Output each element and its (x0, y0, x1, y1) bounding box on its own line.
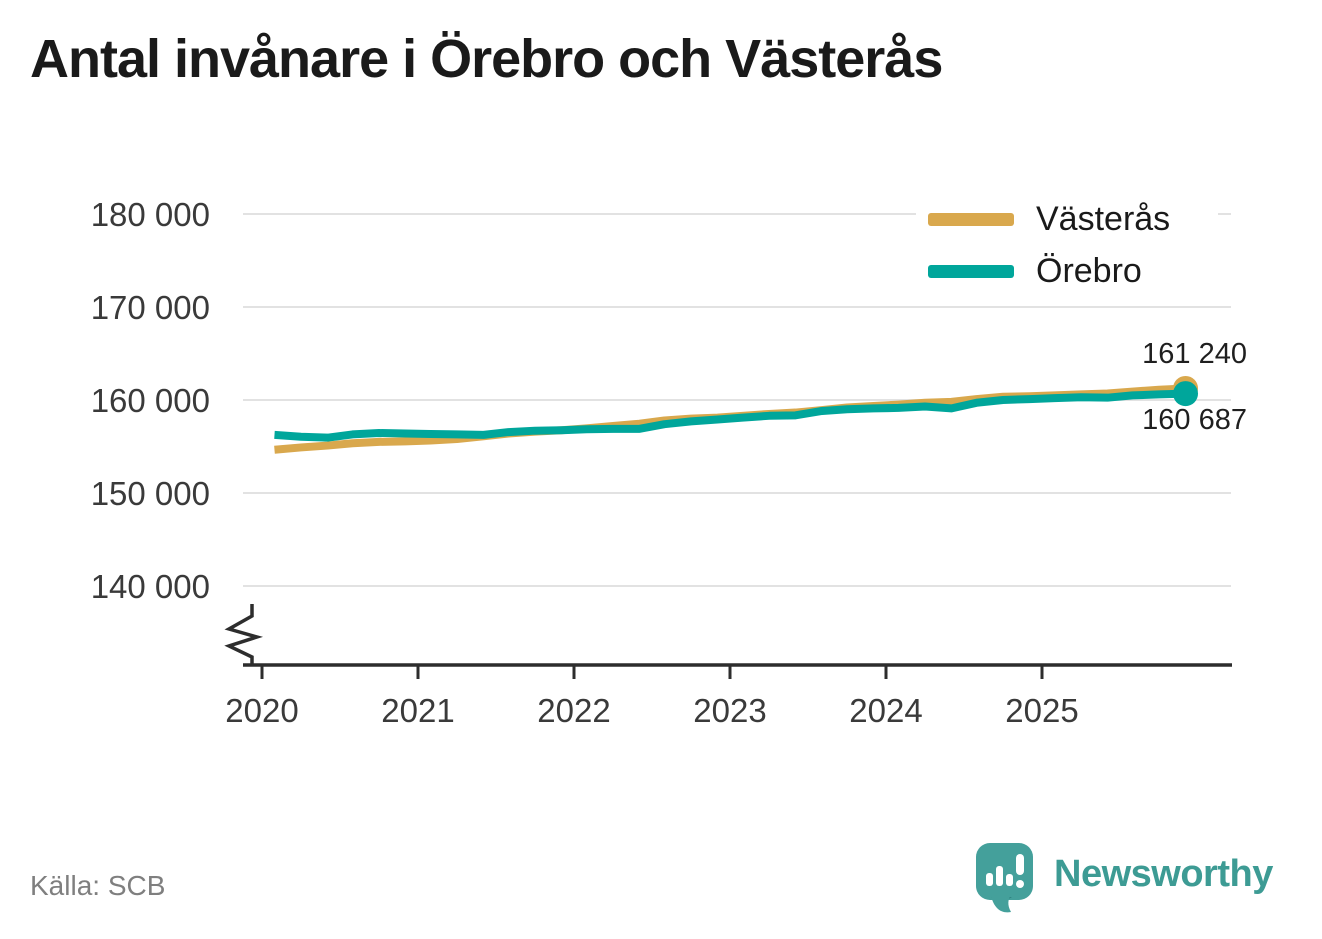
end-dot-orebro (1173, 381, 1199, 407)
x-tick-label: 2021 (381, 692, 454, 729)
series-line-orebro (274, 389, 1186, 442)
y-tick-label: 140 000 (91, 568, 210, 605)
value-label-orebro: 160 687 (1142, 404, 1247, 436)
x-tick-label: 2020 (225, 692, 298, 729)
x-tick-label: 2022 (537, 692, 610, 729)
legend-item-vasteras: Västerås (916, 194, 1218, 244)
source-note: Källa: SCB (30, 870, 166, 901)
value-label-vasteras: 161 240 (1142, 338, 1247, 370)
newsworthy-logo-icon (976, 843, 1033, 913)
legend-label-orebro: Örebro (1036, 252, 1142, 290)
y-tick-label: 160 000 (91, 382, 210, 419)
legend-item-orebro: Örebro (916, 246, 1218, 296)
legend-swatch-orebro (928, 264, 1014, 278)
x-tick-label: 2024 (849, 692, 922, 729)
y-tick-label: 150 000 (91, 475, 210, 512)
newsworthy-logo: Newsworthy (976, 843, 1273, 917)
x-tick-label: 2023 (693, 692, 766, 729)
legend-label-vasteras: Västerås (1036, 200, 1171, 238)
axis-break-icon (224, 604, 264, 665)
legend: Västerås Örebro (916, 190, 1218, 302)
chart-title: Antal invånare i Örebro och Västerås (30, 29, 943, 89)
newsworthy-logo-text: Newsworthy (1054, 853, 1273, 895)
y-tick-label: 170 000 (91, 289, 210, 326)
legend-swatch-vasteras (928, 212, 1014, 226)
y-tick-label: 180 000 (91, 196, 210, 233)
x-tick-label: 2025 (1005, 692, 1078, 729)
